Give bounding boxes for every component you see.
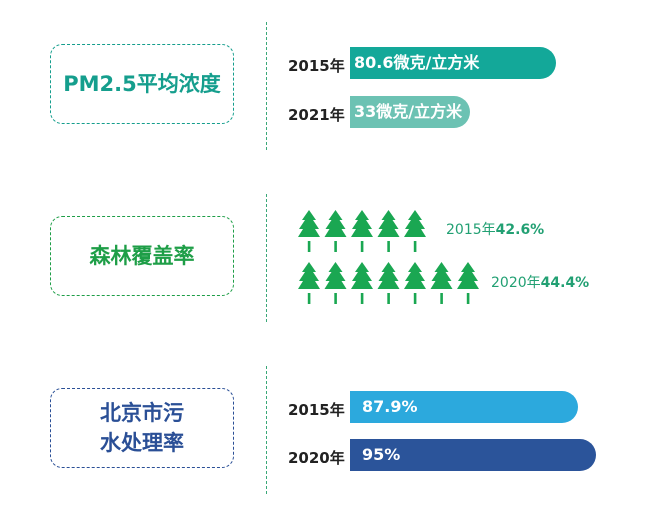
tree-icon	[324, 210, 347, 252]
sewage-bar-1: 95%	[350, 439, 596, 471]
pm25-bar-1: 33微克/立方米	[350, 96, 470, 128]
pm25-year-1: 2021年	[288, 106, 345, 124]
tree-icon	[298, 210, 320, 252]
sewage-value-0: 87.9%	[362, 397, 418, 416]
sewage-divider	[266, 366, 267, 494]
forest-label-2015: 2015年42.6%	[446, 219, 544, 239]
tree-icon	[351, 262, 373, 304]
tree-icon	[377, 210, 400, 252]
forest-year-1: 2020年	[491, 275, 541, 291]
forest-value-1: 44.4%	[540, 275, 590, 291]
tree-icon	[404, 262, 426, 304]
forest-value-0: 42.6%	[495, 222, 545, 238]
tree-icon	[404, 210, 426, 252]
forest-title: 森林覆盖率	[89, 244, 195, 268]
sewage-year-1: 2020年	[288, 449, 345, 467]
tree-icon	[377, 262, 400, 304]
forest-year-0: 2015年	[446, 222, 496, 238]
sewage-title-box: 北京市污水处理率	[50, 388, 234, 468]
pm25-year-0: 2015年	[288, 57, 345, 75]
pm25-value-0: 80.6微克/立方米	[354, 53, 480, 72]
pm25-title-box: PM2.5平均浓度	[50, 44, 234, 124]
forest-trees-2020	[298, 262, 479, 304]
forest-divider	[266, 194, 267, 322]
pm25-bar-0: 80.6微克/立方米	[350, 47, 556, 79]
sewage-year-0: 2015年	[288, 401, 345, 419]
forest-trees-2015	[298, 210, 426, 252]
pm25-title: PM2.5平均浓度	[63, 72, 221, 96]
sewage-value-1: 95%	[362, 445, 401, 464]
tree-icon	[324, 262, 347, 304]
tree-icon	[430, 262, 453, 304]
sewage-title: 北京市污水处理率	[100, 401, 184, 455]
sewage-bar-0: 87.9%	[350, 391, 578, 423]
tree-icon	[351, 210, 373, 252]
tree-icon	[298, 262, 320, 304]
forest-title-box: 森林覆盖率	[50, 216, 234, 296]
pm25-divider	[266, 22, 267, 150]
forest-label-2020: 2020年44.4%	[491, 272, 589, 292]
tree-icon	[457, 262, 479, 304]
pm25-value-1: 33微克/立方米	[354, 102, 463, 121]
